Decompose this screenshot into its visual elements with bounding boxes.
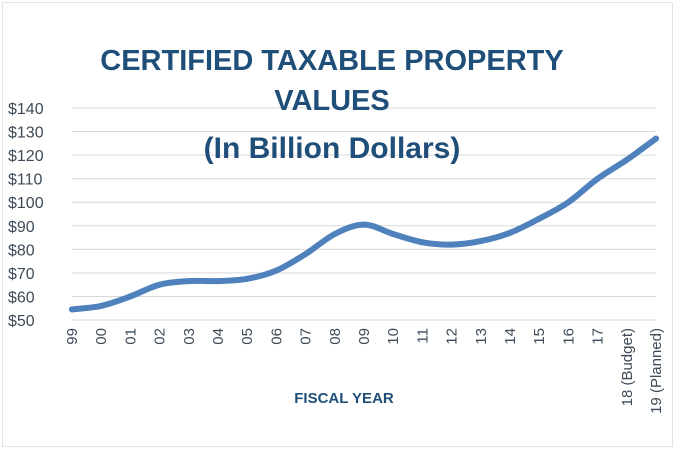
data-point bbox=[448, 241, 455, 248]
x-tick-label: 01 bbox=[122, 328, 139, 345]
x-tick-label: 06 bbox=[268, 328, 285, 345]
x-tick-label: 11 bbox=[414, 328, 431, 344]
data-point bbox=[98, 302, 105, 309]
x-tick-label: 15 bbox=[531, 328, 548, 345]
x-tick-label: 19 (Planned) bbox=[648, 328, 665, 414]
x-tick-label: 17 bbox=[590, 328, 607, 345]
data-point bbox=[215, 278, 221, 285]
data-point bbox=[127, 293, 134, 300]
data-point bbox=[477, 238, 484, 245]
x-tick-label: 16 bbox=[560, 328, 577, 345]
data-point bbox=[390, 231, 397, 237]
data-point bbox=[331, 231, 338, 237]
y-tick-label: $90 bbox=[8, 219, 35, 236]
data-point bbox=[69, 306, 75, 313]
x-tick-label: 18 (Budget) bbox=[619, 328, 636, 406]
chart-title-line-3: (In Billion Dollars) bbox=[204, 132, 461, 165]
y-tick-label: $100 bbox=[8, 195, 44, 212]
data-point bbox=[273, 267, 280, 274]
x-axis-ticks: 99 00 01 02 03 04 05 06 07 08 09 10 11 12 13 14 15 16 17 18… bbox=[64, 328, 665, 414]
y-tick-label: $60 bbox=[8, 289, 35, 306]
chart-title-line-1: CERTIFIED TAXABLE PROPERTY bbox=[100, 45, 564, 77]
x-tick-label: 00 bbox=[93, 328, 110, 345]
data-point bbox=[185, 278, 192, 285]
chart-frame bbox=[2, 2, 673, 447]
x-axis-label: FISCAL YEAR bbox=[294, 390, 394, 407]
y-tick-label: $80 bbox=[8, 242, 35, 259]
x-tick-label: 99 bbox=[64, 328, 81, 345]
y-tick-label: $50 bbox=[8, 313, 35, 330]
y-tick-label: $70 bbox=[8, 266, 35, 283]
x-tick-label: 07 bbox=[298, 328, 315, 345]
data-point bbox=[536, 215, 543, 222]
data-point bbox=[594, 175, 601, 182]
data-point bbox=[653, 135, 659, 142]
data-point bbox=[419, 239, 426, 246]
x-tick-label: 08 bbox=[327, 328, 344, 345]
gridlines bbox=[72, 107, 656, 321]
data-point bbox=[361, 221, 367, 228]
x-tick-label: 02 bbox=[152, 328, 169, 345]
data-point bbox=[507, 229, 513, 236]
x-tick-label: 04 bbox=[210, 328, 227, 345]
y-tick-label: $110 bbox=[8, 172, 43, 189]
x-tick-label: 10 bbox=[385, 328, 402, 345]
y-tick-label: $140 bbox=[8, 101, 44, 118]
y-tick-label: $130 bbox=[8, 125, 44, 142]
x-tick-label: 13 bbox=[473, 328, 490, 345]
x-tick-label: 12 bbox=[444, 328, 461, 345]
chart-title-line-2: VALUES bbox=[274, 85, 389, 117]
data-point bbox=[156, 281, 163, 288]
data-point bbox=[623, 156, 630, 163]
data-point bbox=[302, 251, 309, 257]
x-tick-label: 14 bbox=[502, 328, 519, 345]
x-tick-label: 09 bbox=[356, 328, 373, 345]
x-tick-label: 05 bbox=[239, 328, 256, 345]
y-tick-label: $120 bbox=[8, 148, 44, 165]
data-point bbox=[565, 199, 572, 206]
x-tick-label: 03 bbox=[181, 328, 198, 345]
data-point bbox=[244, 275, 251, 282]
series-group bbox=[69, 135, 659, 313]
y-axis-ticks: $50 $60 $70 $80 $90 $100 $110 $120 $130 $140 bbox=[8, 101, 44, 330]
